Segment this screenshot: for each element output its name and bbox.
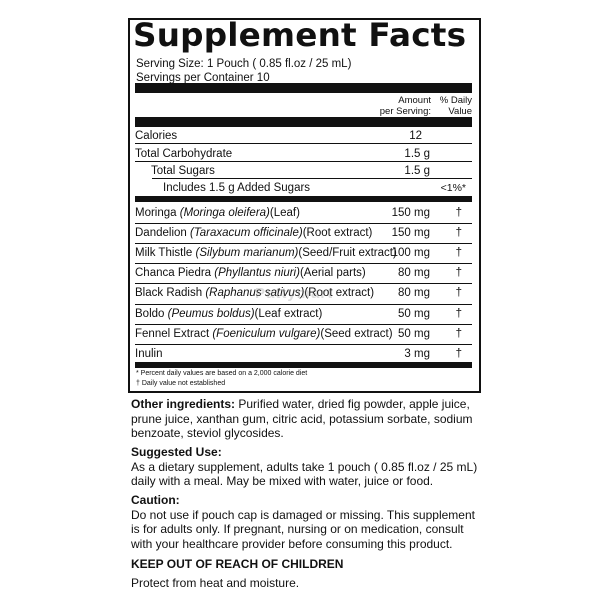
- daily-value: †: [455, 247, 462, 259]
- watermark: Pattymart: [255, 285, 334, 302]
- ingredient-name: Inulin: [135, 348, 163, 360]
- nutrient-row-added-sugars: Includes 1.5 g Added Sugars <1%*: [163, 182, 466, 194]
- ingredient-amount: 50 mg: [398, 328, 430, 340]
- ingredient-row: Chanca Piedra (Phyllantus niuri)(Aerial …: [135, 263, 472, 283]
- daily-value: †: [455, 328, 462, 340]
- ingredient-amount: 100 mg: [391, 247, 430, 259]
- row-divider: [135, 223, 472, 224]
- row-divider: [135, 324, 472, 325]
- row-divider: [135, 344, 472, 345]
- ingredient-row: Boldo (Peumus boldus)(Leaf extract) 50 mg…: [135, 304, 472, 324]
- caution: Caution: Do not use if pouch cap is damag…: [131, 493, 475, 551]
- daily-value: †: [455, 227, 462, 239]
- daily-value: †: [455, 348, 462, 360]
- footnote-dagger: † Daily value not established: [136, 380, 226, 387]
- supplement-facts-panel: [128, 18, 481, 393]
- ingredient-name: Dandelion (Taraxacum officinale)(Root ex…: [135, 227, 373, 239]
- row-divider: [152, 178, 472, 179]
- ingredient-amount: 80 mg: [398, 267, 430, 279]
- ingredient-row: Moringa (Moringa oleifera)(Leaf) 150 mg †: [135, 203, 472, 223]
- row-divider: [135, 304, 472, 305]
- ingredient-row: Fennel Extract (Foeniculum vulgare)(Seed…: [135, 324, 472, 344]
- ingredient-name: Chanca Piedra (Phyllantus niuri)(Aerial …: [135, 267, 366, 279]
- ingredient-row: Black Radish (Raphanus sativus)(Root ext…: [135, 283, 472, 303]
- ingredient-row: Milk Thistle (Silybum marianum)(Seed/Fru…: [135, 243, 472, 263]
- thick-divider: [135, 83, 472, 93]
- daily-value: †: [455, 308, 462, 320]
- thick-divider: [135, 362, 472, 368]
- daily-value: †: [455, 287, 462, 299]
- ingredient-name: Boldo (Peumus boldus)(Leaf extract): [135, 308, 323, 320]
- nutrient-row-calories: Calories 12: [135, 130, 422, 142]
- ingredient-row: Dandelion (Taraxacum officinale)(Root ex…: [135, 223, 472, 243]
- amount-header: Amount per Serving:: [379, 95, 431, 117]
- ingredient-amount: 80 mg: [398, 287, 430, 299]
- ingredient-amount: 150 mg: [391, 207, 430, 219]
- serving-size: Serving Size: 1 Pouch ( 0.85 fl.oz / 25 …: [136, 58, 352, 70]
- daily-value-header: % Daily Value: [439, 95, 472, 117]
- nutrient-row-total-sugars: Total Sugars 1.5 g: [151, 165, 430, 177]
- ingredient-row: Inulin 3 mg †: [135, 344, 472, 364]
- panel-title: Supplement Facts: [133, 16, 467, 54]
- row-divider: [135, 143, 472, 144]
- storage-instructions: Protect from heat and moisture.: [131, 576, 300, 590]
- thick-divider: [135, 196, 472, 202]
- thick-divider: [135, 117, 472, 127]
- servings-per-container: Servings per Container 10: [136, 72, 270, 84]
- row-divider: [135, 161, 472, 162]
- daily-value: †: [455, 207, 462, 219]
- footnote-percent-dv: * Percent daily values are based on a 2,…: [136, 370, 308, 377]
- other-ingredients: Other ingredients: Purified water, dried…: [131, 397, 473, 440]
- ingredient-amount: 50 mg: [398, 308, 430, 320]
- ingredient-name: Milk Thistle (Silybum marianum)(Seed/Fru…: [135, 247, 397, 259]
- ingredient-amount: 150 mg: [391, 227, 430, 239]
- daily-value: †: [455, 267, 462, 279]
- row-divider: [135, 263, 472, 264]
- ingredient-name: Fennel Extract (Foeniculum vulgare)(Seed…: [135, 328, 393, 340]
- row-divider: [135, 243, 472, 244]
- nutrient-row-total-carbohydrate: Total Carbohydrate 1.5 g: [135, 148, 430, 160]
- ingredient-name: Black Radish (Raphanus sativus)(Root ext…: [135, 287, 375, 299]
- row-divider: [135, 283, 472, 284]
- ingredient-name: Moringa (Moringa oleifera)(Leaf): [135, 207, 300, 219]
- suggested-use: Suggested Use: As a dietary supplement, a…: [131, 445, 478, 488]
- ingredient-amount: 3 mg: [404, 348, 430, 360]
- children-warning: KEEP OUT OF REACH OF CHILDREN: [131, 557, 344, 571]
